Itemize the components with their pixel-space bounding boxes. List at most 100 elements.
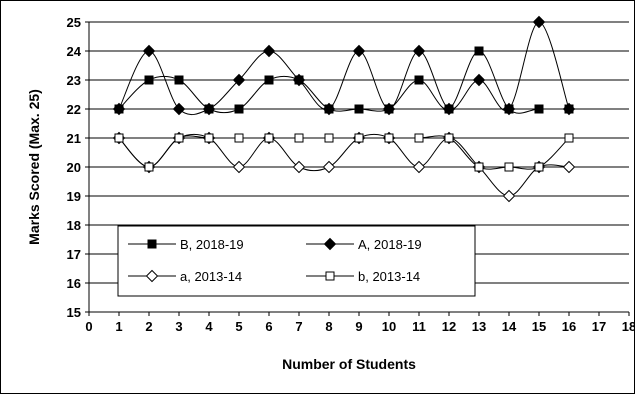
data-point-a-2013-14-7 — [292, 160, 306, 174]
x-tick-label: 3 — [175, 319, 182, 334]
data-point-a-2018-19-15 — [532, 15, 546, 29]
data-point-a-2018-19-14 — [502, 102, 516, 116]
x-tick-label: 18 — [622, 319, 635, 334]
x-axis-title: Number of Students — [282, 356, 416, 372]
data-point-b-2018-19-13 — [474, 46, 484, 56]
x-tick-label: 10 — [382, 319, 396, 334]
data-point-a-2018-19-2 — [142, 44, 156, 58]
series-b-2013-14 — [114, 133, 574, 172]
data-point-a-2018-19-5 — [232, 73, 246, 87]
x-tick-label: 6 — [265, 319, 272, 334]
x-tick-label: 7 — [295, 319, 302, 334]
legend-marker — [147, 239, 157, 249]
x-tick-label: 16 — [562, 319, 576, 334]
data-point-b-2013-14-15 — [534, 162, 544, 172]
data-point-a-2018-19-10 — [382, 102, 396, 116]
x-tick-label: 5 — [235, 319, 242, 334]
y-tick-label: 23 — [67, 73, 81, 88]
data-point-b-2018-19-6 — [264, 75, 274, 85]
y-tick-label: 22 — [67, 102, 81, 117]
series-line-b-2013-14 — [118, 135, 570, 170]
data-point-b-2013-14-10 — [384, 133, 394, 143]
legend-marker — [325, 271, 335, 281]
data-point-b-2013-14-14 — [504, 162, 514, 172]
data-point-b-2013-14-16 — [564, 133, 574, 143]
data-point-b-2013-14-8 — [324, 133, 334, 143]
x-tick-label: 9 — [355, 319, 362, 334]
legend-label: A, 2018-19 — [358, 237, 422, 252]
data-point-a-2018-19-8 — [322, 102, 336, 116]
data-point-b-2013-14-3 — [174, 133, 184, 143]
legend-label: a, 2013-14 — [180, 269, 242, 284]
data-point-a-2018-19-11 — [412, 44, 426, 58]
data-point-b-2018-19-15 — [534, 104, 544, 114]
data-point-a-2013-14-5 — [232, 160, 246, 174]
y-axis-title: Marks Scored (Max. 25) — [26, 89, 42, 245]
legend-item-a-2018-19: A, 2018-19 — [306, 237, 422, 252]
series-line-a-2013-14 — [118, 133, 570, 197]
data-point-a-2013-14-11 — [412, 160, 426, 174]
y-tick-label: 18 — [67, 218, 81, 233]
data-point-a-2018-19-13 — [472, 73, 486, 87]
series-group — [112, 15, 576, 203]
data-point-b-2018-19-5 — [234, 104, 244, 114]
x-tick-label: 12 — [442, 319, 456, 334]
data-point-b-2018-19-9 — [354, 104, 364, 114]
legend-marker — [323, 237, 337, 251]
data-point-b-2013-14-7 — [294, 133, 304, 143]
data-point-b-2013-14-12 — [444, 133, 454, 143]
x-tick-label: 17 — [592, 319, 606, 334]
y-tick-label: 19 — [67, 189, 81, 204]
data-point-a-2013-14-8 — [322, 160, 336, 174]
axes — [85, 21, 630, 316]
y-tick-label: 20 — [67, 160, 81, 175]
x-tick-label: 11 — [412, 319, 426, 334]
x-tick-label: 8 — [325, 319, 332, 334]
legend: B, 2018-19 A, 2018-19 a, 2013-14 b, 2013-14 — [117, 225, 476, 297]
data-point-b-2018-19-3 — [174, 75, 184, 85]
y-tick-label: 21 — [67, 131, 81, 146]
y-tick-label: 16 — [67, 276, 81, 291]
data-point-b-2013-14-6 — [264, 133, 274, 143]
data-point-a-2018-19-7 — [292, 73, 306, 87]
legend-label: b, 2013-14 — [358, 269, 420, 284]
series-line-a-2018-19 — [118, 21, 570, 116]
legend-box — [117, 225, 476, 297]
data-point-b-2013-14-4 — [204, 133, 214, 143]
data-point-b-2013-14-11 — [414, 133, 424, 143]
legend-item-b-2018-19: B, 2018-19 — [128, 237, 244, 252]
data-point-a-2018-19-12 — [442, 102, 456, 116]
data-point-b-2013-14-13 — [474, 162, 484, 172]
data-point-b-2013-14-1 — [114, 133, 124, 143]
data-point-a-2018-19-16 — [562, 102, 576, 116]
data-point-a-2018-19-9 — [352, 44, 366, 58]
data-point-a-2018-19-3 — [172, 102, 186, 116]
legend-item-b-2013-14: b, 2013-14 — [306, 269, 420, 284]
x-tick-label: 15 — [532, 319, 546, 334]
data-point-b-2018-19-2 — [144, 75, 154, 85]
y-tick-label: 17 — [67, 247, 81, 262]
x-tick-label: 13 — [472, 319, 486, 334]
series-line-b-2018-19 — [118, 50, 569, 114]
y-tick-label: 24 — [67, 44, 82, 59]
data-point-a-2013-14-14 — [502, 189, 516, 203]
series-a-2018-19 — [112, 15, 576, 116]
data-point-a-2018-19-1 — [112, 102, 126, 116]
data-point-b-2013-14-9 — [354, 133, 364, 143]
legend-label: B, 2018-19 — [180, 237, 244, 252]
legend-marker — [145, 269, 159, 283]
y-tick-label: 25 — [67, 15, 81, 30]
y-tick-label: 15 — [67, 305, 81, 320]
data-point-b-2013-14-2 — [144, 162, 154, 172]
legend-item-a-2013-14: a, 2013-14 — [128, 269, 242, 284]
data-point-a-2013-14-16 — [562, 160, 576, 174]
x-tick-label: 14 — [502, 319, 517, 334]
data-point-a-2018-19-4 — [202, 102, 216, 116]
data-point-b-2013-14-5 — [234, 133, 244, 143]
data-point-a-2018-19-6 — [262, 44, 276, 58]
x-tick-label: 4 — [205, 319, 213, 334]
x-tick-label: 1 — [115, 319, 122, 334]
